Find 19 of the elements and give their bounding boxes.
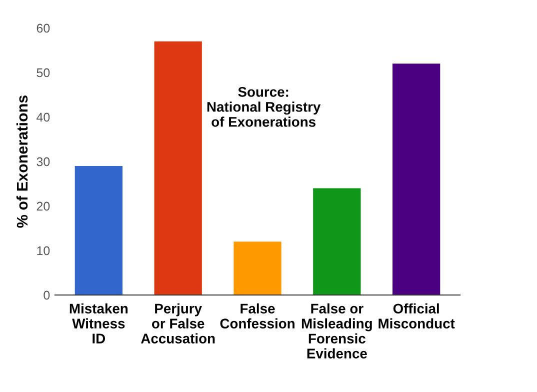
bar	[313, 188, 361, 295]
x-tick-label: False or Misleading Forensic Evidence	[302, 303, 372, 358]
x-tick-label: Official Misconduct	[378, 303, 455, 328]
annotation: Source: National Registry of Exonerations	[207, 87, 321, 127]
bar	[74, 166, 122, 295]
x-tick-label: Perjury or False Accusation	[141, 303, 215, 344]
bar	[392, 64, 440, 295]
y-tick-label: 60	[36, 24, 50, 33]
y-tick-label: 40	[36, 112, 50, 122]
y-tick-label: 0	[44, 290, 50, 300]
y-tick-label: 20	[36, 202, 50, 211]
y-axis-title: % of Exonerations	[16, 95, 28, 228]
bar	[234, 242, 282, 295]
x-tick-label: Mistaken Witness ID	[70, 303, 128, 344]
y-tick-label: 30	[36, 157, 50, 166]
y-tick-label: 10	[37, 246, 50, 256]
bar	[154, 41, 202, 295]
x-tick-label: False Confession	[220, 303, 294, 328]
y-tick-label: 50	[36, 68, 50, 78]
